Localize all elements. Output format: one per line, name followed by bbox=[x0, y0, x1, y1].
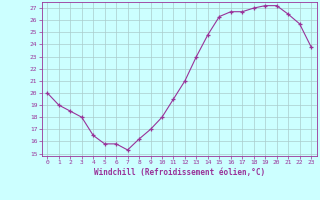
X-axis label: Windchill (Refroidissement éolien,°C): Windchill (Refroidissement éolien,°C) bbox=[94, 168, 265, 177]
